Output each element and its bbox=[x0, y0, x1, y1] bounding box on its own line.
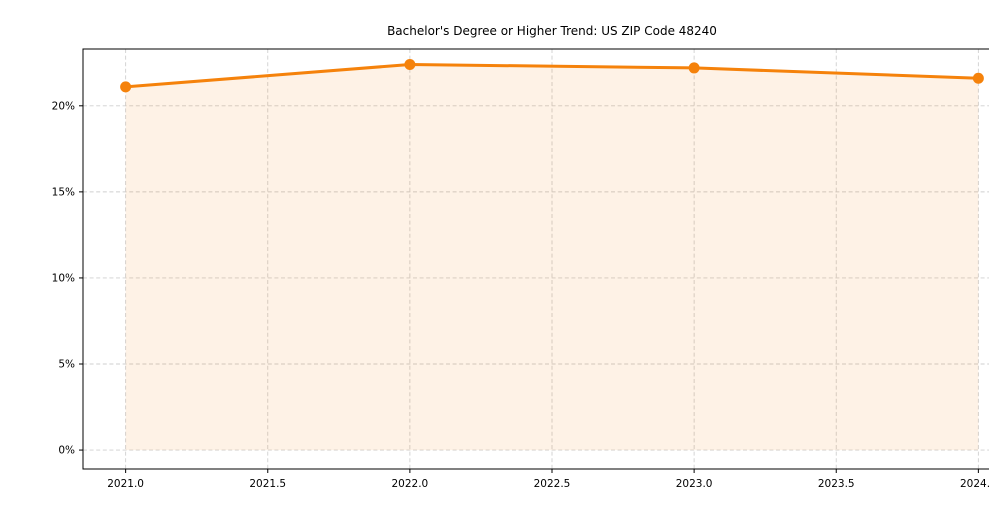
y-tick-label: 10% bbox=[52, 272, 75, 284]
x-tick-label: 2021.0 bbox=[107, 478, 144, 490]
area-fill bbox=[125, 64, 979, 451]
x-tick-label: 2023.0 bbox=[676, 478, 713, 490]
x-tick-label: 2023.5 bbox=[818, 478, 855, 490]
chart-title: Bachelor's Degree or Higher Trend: US ZI… bbox=[387, 24, 717, 38]
figure: Bachelor's Degree or Higher Trend: US ZI… bbox=[40, 16, 989, 506]
x-tick-label: 2022.0 bbox=[392, 478, 429, 490]
data-point-marker bbox=[120, 81, 132, 93]
trend-line bbox=[124, 62, 980, 89]
y-tick-label: 5% bbox=[58, 359, 75, 371]
y-tick-label: 0% bbox=[58, 445, 75, 457]
y-tick-label: 20% bbox=[52, 100, 75, 112]
data-point-marker bbox=[972, 72, 984, 84]
chart-canvas: 2021.0 2021.5 2022.0 2022.5 2023.0 2023.5 2024… bbox=[52, 48, 989, 490]
data-point-marker bbox=[688, 62, 700, 74]
x-tick-label: 2021.5 bbox=[249, 478, 286, 490]
y-tick-label: 15% bbox=[52, 186, 75, 198]
data-point-marker bbox=[404, 58, 416, 70]
x-tick-label: 2024.0 bbox=[960, 478, 989, 490]
x-tick-label: 2022.5 bbox=[534, 478, 571, 490]
